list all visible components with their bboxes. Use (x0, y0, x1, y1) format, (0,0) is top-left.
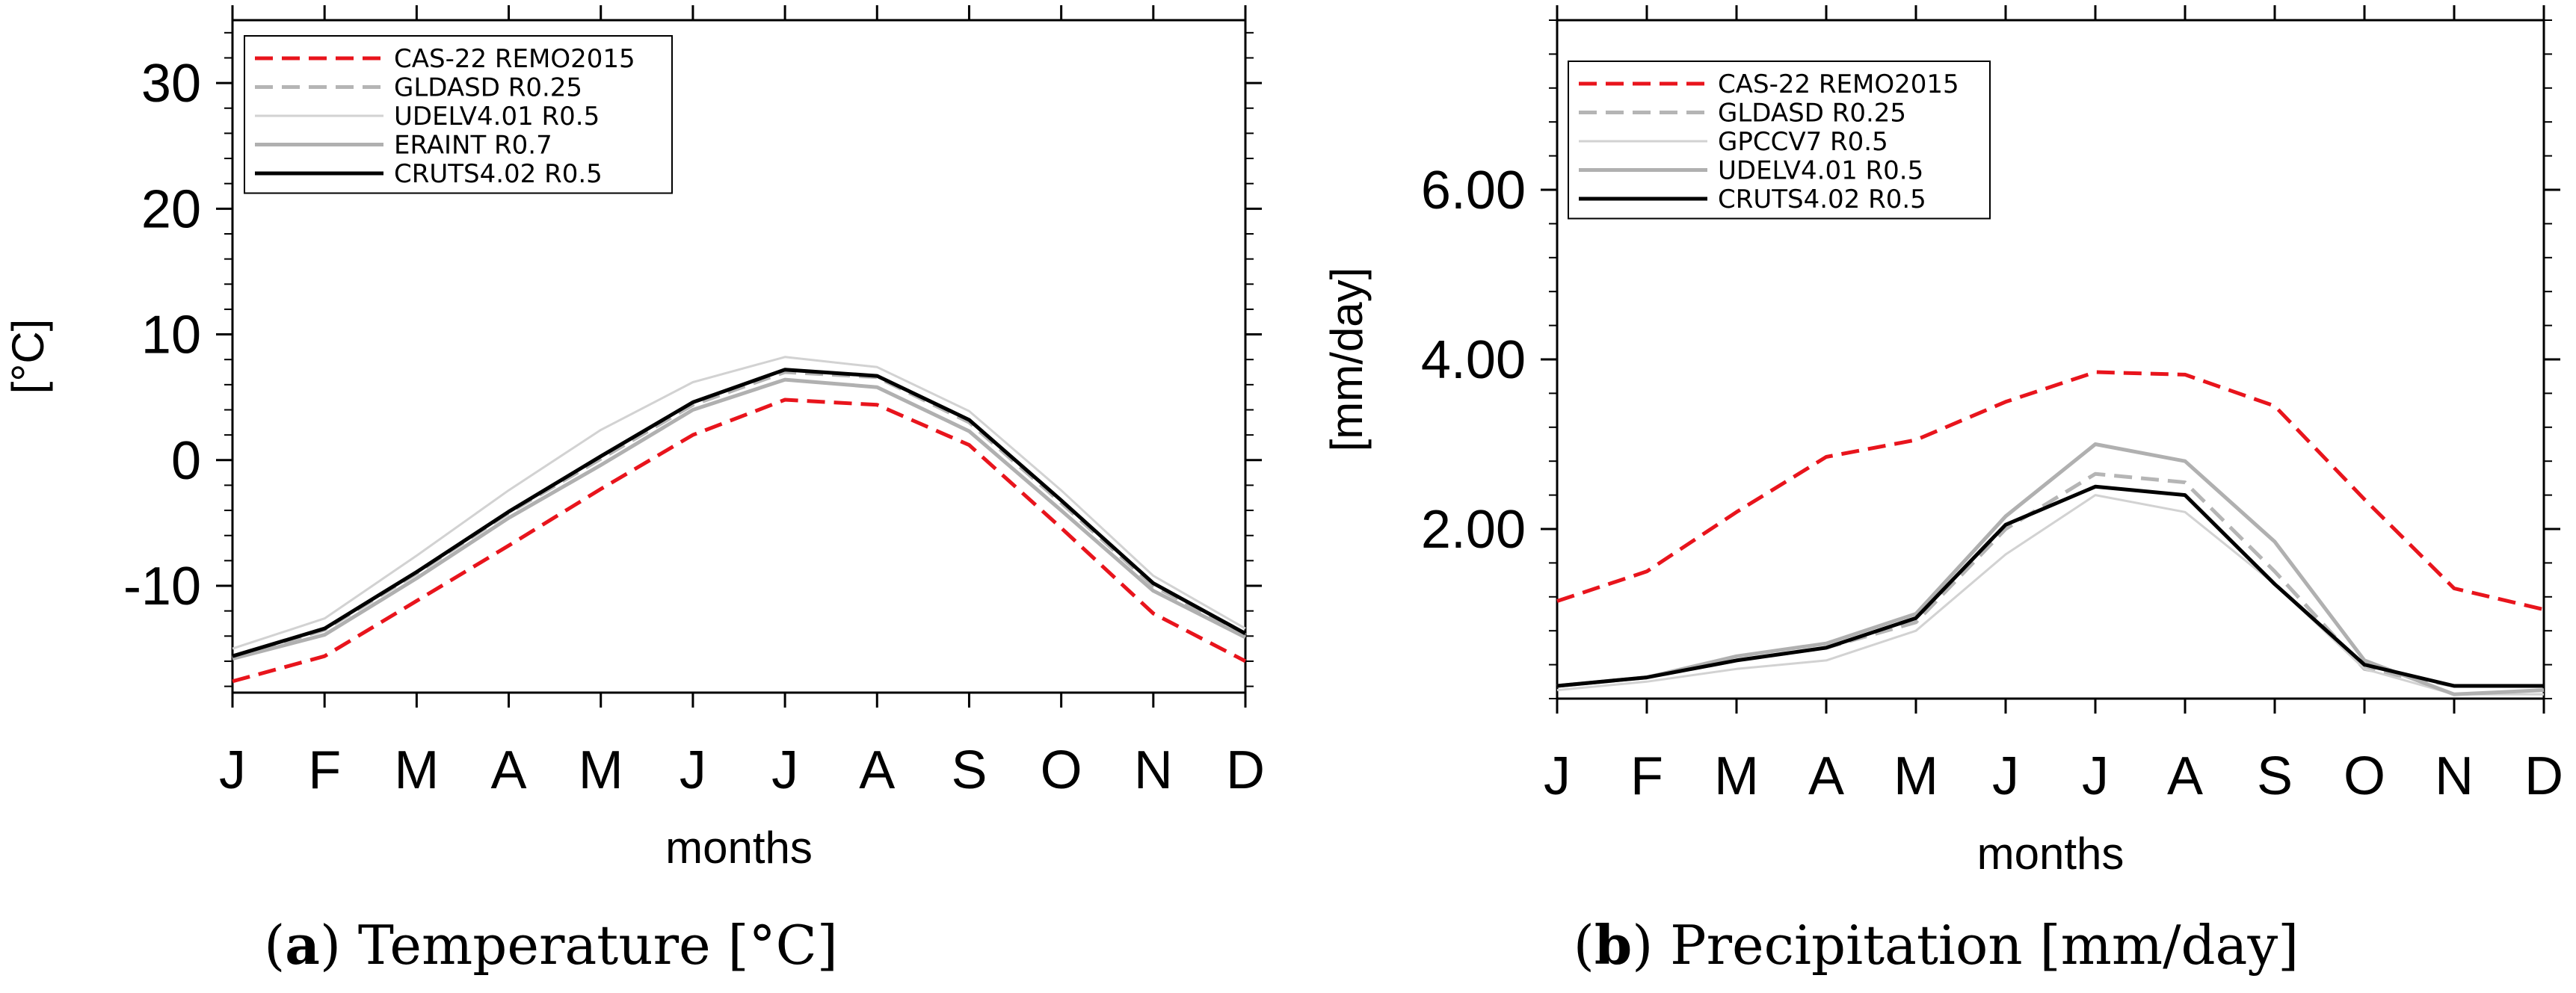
caption-temperature: (a) Temperature [°C] (264, 913, 838, 977)
y-tick-label: 4.00 (1421, 330, 1526, 390)
x-tick-label: A (1808, 746, 1844, 806)
y-tick-label: 10 (141, 306, 201, 365)
x-tick-label: J (1544, 746, 1571, 806)
x-tick-label: A (491, 740, 527, 800)
x-tick-label: M (1894, 746, 1938, 806)
legend-label: GPCCV7 R0.5 (1718, 127, 1888, 157)
x-tick-label: N (1134, 740, 1173, 800)
y-tick-label: -10 (123, 557, 201, 616)
x-tick-label: S (2257, 746, 2293, 806)
x-axis-title: months (665, 823, 813, 873)
x-axis-title: months (1977, 829, 2124, 879)
y-tick-label: 2.00 (1421, 500, 1526, 560)
x-tick-label: F (1630, 746, 1663, 806)
series-line-3 (1556, 442, 2545, 696)
series-line-0 (1556, 370, 2545, 612)
plot-frame (231, 19, 1247, 694)
series-line-2 (1556, 494, 2544, 696)
legend-box (244, 35, 673, 194)
y-axis-title: [°C] (3, 319, 53, 395)
x-tick-label: J (680, 740, 706, 800)
x-tick-label: F (308, 740, 341, 800)
x-tick-label: D (1226, 740, 1265, 800)
legend-label: GLDASD R0.25 (1718, 99, 1906, 129)
x-tick-label: N (2435, 746, 2474, 806)
legend-label: CAS-22 REMO2015 (394, 44, 635, 74)
series-line-0 (232, 397, 1247, 684)
legend-label: ERAINT R0.7 (394, 131, 552, 161)
x-tick-label: A (2167, 746, 2203, 806)
legend-label: UDELV4.01 R0.5 (394, 102, 600, 132)
y-tick-label: 20 (141, 179, 201, 239)
y-tick-label: 6.00 (1421, 161, 1526, 220)
series-line-2 (232, 356, 1246, 650)
x-tick-label: M (1714, 746, 1759, 806)
legend-label: CRUTS4.02 R0.5 (1718, 185, 1926, 214)
y-tick-label: 0 (171, 431, 201, 491)
y-axis-title: [mm/day] (1322, 267, 1372, 452)
legend-label: CRUTS4.02 R0.5 (394, 159, 603, 189)
y-tick-label: 30 (141, 54, 201, 114)
x-tick-label: M (394, 740, 439, 800)
series-line-4 (232, 368, 1247, 658)
series-line-3 (232, 377, 1247, 661)
x-tick-label: J (2082, 746, 2109, 806)
x-tick-label: J (219, 740, 246, 800)
x-tick-label: O (2344, 746, 2385, 806)
x-tick-label: A (859, 740, 895, 800)
legend-label: UDELV4.01 R0.5 (1718, 156, 1923, 186)
legend-box (1568, 61, 1991, 220)
legend-label: GLDASD R0.25 (394, 73, 582, 103)
x-tick-label: S (951, 740, 987, 800)
precipitation-chart: J F M A M J J A S O N D6.004.002.00months[mm/day]CA… (1322, 5, 2563, 879)
series-line-4 (1556, 484, 2544, 688)
legend-label: CAS-22 REMO2015 (1718, 69, 1959, 99)
x-tick-label: D (2524, 746, 2563, 806)
x-tick-label: J (1992, 746, 2019, 806)
x-tick-label: O (1041, 740, 1082, 800)
x-tick-label: J (771, 740, 798, 800)
x-tick-label: M (579, 740, 623, 800)
series-line-1 (232, 370, 1247, 660)
caption-precipitation: (b) Precipitation [mm/day] (1574, 913, 2299, 977)
